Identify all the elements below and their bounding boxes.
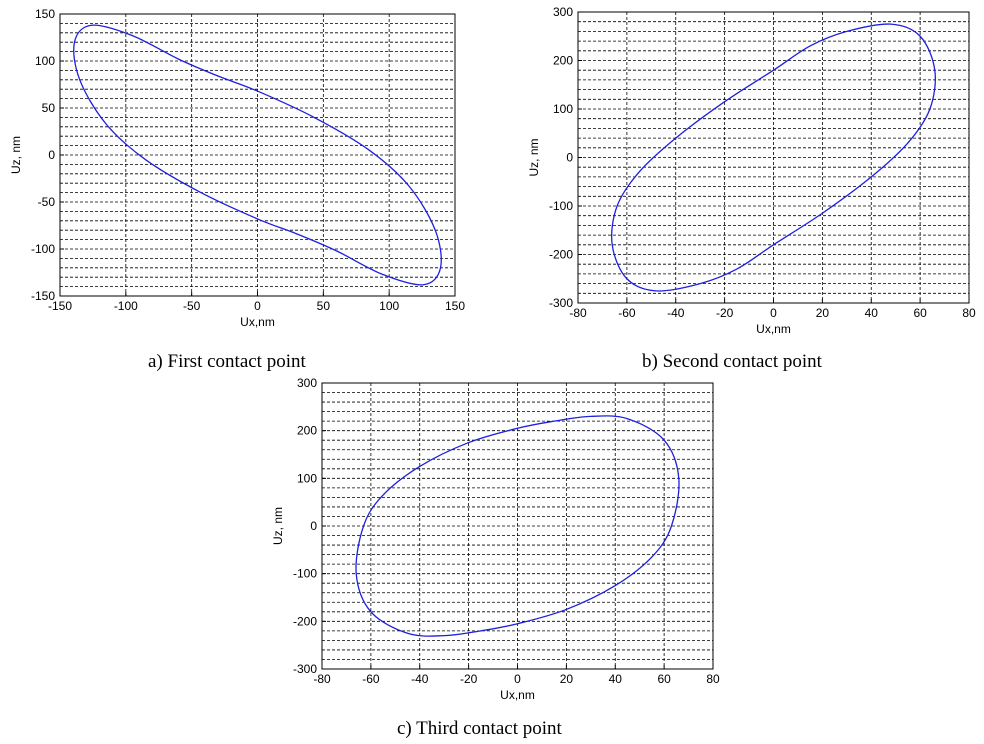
- x-tick-label: 0: [514, 672, 521, 686]
- y-tick-label: -200: [293, 614, 317, 628]
- x-axis-title: Ux,nm: [240, 315, 275, 329]
- x-tick-label: -50: [183, 299, 201, 313]
- y-tick-label: -100: [293, 567, 317, 581]
- x-tick-label: 80: [962, 306, 976, 320]
- x-tick-label: 100: [379, 299, 399, 313]
- x-axis-title: Ux,nm: [500, 688, 535, 702]
- caption-third: c) Third contact point: [397, 718, 562, 739]
- y-tick-label: 300: [553, 5, 573, 19]
- x-tick-label: -80: [569, 306, 587, 320]
- y-tick-label: -100: [549, 199, 573, 213]
- y-tick-label: -150: [31, 289, 55, 303]
- y-tick-label: -50: [38, 195, 56, 209]
- gridlines: [60, 14, 455, 296]
- caption-first: a) First contact point: [148, 351, 306, 372]
- x-tick-label: -20: [716, 306, 734, 320]
- x-tick-label: -60: [618, 306, 636, 320]
- y-axis-title: Uz, nm: [527, 138, 541, 176]
- x-tick-label: 60: [913, 306, 927, 320]
- caption-second: b) Second contact point: [642, 351, 822, 372]
- y-tick-label: 150: [35, 7, 55, 21]
- y-axis-title: Uz, nm: [271, 507, 285, 545]
- y-tick-label: 100: [297, 471, 317, 485]
- x-tick-label: 20: [816, 306, 830, 320]
- x-tick-label: -150: [48, 299, 72, 313]
- y-tick-label: 0: [310, 519, 317, 533]
- x-tick-label: 80: [706, 672, 720, 686]
- x-tick-label: -40: [411, 672, 429, 686]
- y-tick-label: -300: [293, 662, 317, 676]
- x-tick-label: 60: [657, 672, 671, 686]
- series-line: [355, 415, 680, 637]
- chart-panel-third: -80 -60 -40 -20 0 20 40 60 80 -300 -200 -100 0 100 200…: [270, 375, 720, 715]
- x-axis-title: Ux,nm: [756, 322, 791, 336]
- x-tick-label: -60: [362, 672, 380, 686]
- x-tick-label: -100: [114, 299, 138, 313]
- y-tick-label: -300: [549, 296, 573, 310]
- series-line: [611, 23, 936, 292]
- gridlines: [322, 383, 713, 669]
- y-tick-label: -200: [549, 248, 573, 262]
- y-tick-label: -100: [31, 242, 55, 256]
- y-tick-label: 0: [48, 148, 55, 162]
- y-axis-title: Uz, nm: [9, 136, 23, 174]
- x-tick-label: -80: [313, 672, 331, 686]
- x-tick-label: -20: [460, 672, 478, 686]
- y-tick-label: 200: [297, 424, 317, 438]
- x-tick-label: 40: [609, 672, 623, 686]
- y-tick-label: 50: [42, 101, 56, 115]
- y-tick-label: 200: [553, 54, 573, 68]
- chart-panel-second: -80 -60 -40 -20 0 20 40 60 80 -300 -200 -100 0 100 200…: [520, 0, 984, 345]
- chart-third-contact: -80 -60 -40 -20 0 20 40 60 80-300-200-1000100200…: [271, 376, 720, 702]
- x-tick-label: 40: [865, 306, 879, 320]
- y-tick-label: 100: [553, 102, 573, 116]
- x-tick-label: -40: [667, 306, 685, 320]
- x-tick-label: 0: [254, 299, 261, 313]
- x-tick-label: 0: [770, 306, 777, 320]
- x-tick-label: 50: [317, 299, 331, 313]
- y-tick-label: 300: [297, 376, 317, 390]
- x-tick-label: 150: [445, 299, 465, 313]
- y-tick-label: 100: [35, 54, 55, 68]
- y-tick-label: 0: [566, 151, 573, 165]
- series-line: [73, 24, 442, 286]
- chart-first-contact: -150 -100 -50 0 50 100 150 -150 -100 -50 0 50 100 150…: [9, 7, 465, 329]
- chart-second-contact: -80 -60 -40 -20 0 20 40 60 80-300-200-1000100200…: [527, 5, 976, 336]
- chart-panel-first: -150 -100 -50 0 50 100 150 -150 -100 -50 0 50 100 150…: [0, 0, 470, 345]
- gridlines: [578, 12, 969, 303]
- x-tick-label: 20: [560, 672, 574, 686]
